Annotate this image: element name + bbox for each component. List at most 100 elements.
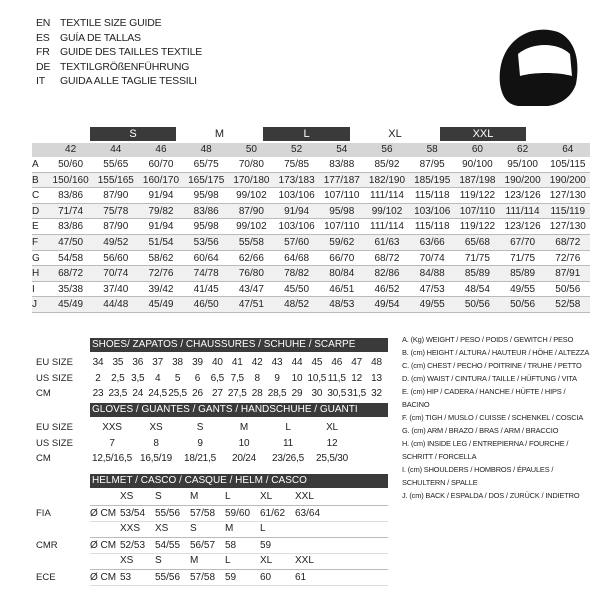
- table-cell: 7,5: [230, 372, 245, 384]
- header-line: DE TEXTILGRÖßENFÜHRUNG: [36, 60, 189, 74]
- table-cell: 67/70: [510, 237, 536, 248]
- table-cell: 47/50: [58, 237, 84, 248]
- table-cell: 103/106: [414, 205, 451, 217]
- table-cell: 68/72: [374, 252, 400, 264]
- table-cell: 49/55: [419, 299, 445, 311]
- row-band: [32, 266, 590, 282]
- table-cell: 39: [192, 357, 203, 368]
- size: XL: [260, 555, 273, 566]
- table-cell: 170/180: [233, 174, 270, 186]
- table-cell: 111/114: [370, 190, 404, 202]
- table-cell: 27,5: [227, 388, 247, 399]
- lang-text: GUÍA DE TALLAS: [60, 31, 141, 44]
- table-cell: XL: [326, 422, 338, 433]
- table-cell: 27: [211, 388, 223, 399]
- table-cell: 45: [311, 357, 323, 368]
- table-cell: 83/86: [58, 221, 84, 233]
- row-label: G: [32, 252, 40, 264]
- table-cell: 87/91: [555, 268, 581, 280]
- table-cell: 61/62: [260, 508, 286, 519]
- row-label: F: [32, 237, 39, 248]
- table-cell: 16,5/19: [140, 453, 172, 464]
- table-cell: 55/56: [155, 508, 181, 519]
- table-cell: 34: [92, 357, 104, 368]
- table-cell: 47/53: [419, 283, 445, 295]
- table-cell: 6,5: [210, 372, 225, 384]
- table-cell: 70/74: [419, 252, 445, 264]
- table-cell: 107/110: [324, 190, 360, 202]
- table-cell: 55/65: [103, 159, 129, 170]
- table-cell: 49/55: [510, 283, 536, 295]
- row-line: [32, 234, 590, 235]
- legend-item: H. (cm) INSIDE LEG / ENTREPIERNA / FOURC…: [402, 439, 569, 461]
- table-cell: 3,5: [131, 372, 145, 384]
- row-line: [32, 265, 590, 267]
- table-cell: 105/115: [550, 159, 586, 170]
- table-cell: 12,5/16,5: [92, 453, 132, 464]
- table-cell: 48/53: [329, 299, 355, 311]
- table-cell: XXS: [102, 422, 122, 433]
- column-header: 42: [65, 144, 77, 155]
- table-cell: 52/58: [555, 299, 581, 311]
- table-cell: 50/56: [555, 283, 581, 295]
- table-cell: 83/88: [329, 159, 355, 170]
- table-cell: 46/50: [193, 299, 219, 311]
- table-cell: 85/89: [464, 268, 490, 280]
- table-cell: 8: [153, 437, 159, 449]
- lang-code: DE: [36, 60, 51, 73]
- table-cell: 75/78: [103, 205, 129, 217]
- table-cell: 23: [92, 388, 104, 399]
- column-header: 56: [381, 144, 393, 155]
- row-line: [32, 296, 590, 298]
- column-band: [32, 143, 590, 157]
- table-cell: 38: [172, 357, 183, 368]
- unit: Ø CM: [90, 572, 117, 583]
- size-group: XXL: [440, 127, 526, 141]
- table-cell: 46: [331, 357, 343, 368]
- size: XL: [260, 491, 273, 502]
- table-cell: 150/160: [52, 174, 89, 186]
- table-cell: 9: [274, 372, 280, 384]
- row-line: [32, 218, 590, 220]
- table-cell: 119/122: [459, 221, 496, 233]
- table-cell: 66/70: [329, 252, 355, 264]
- row-label: D: [32, 205, 40, 217]
- table-cell: 47: [351, 357, 362, 368]
- table-cell: L: [285, 422, 291, 433]
- size: L: [260, 523, 266, 534]
- table-cell: 95/98: [329, 205, 355, 217]
- row-line: [90, 553, 388, 554]
- size-group: L: [263, 127, 350, 141]
- table-cell: 76/80: [238, 268, 264, 280]
- table-cell: 99/102: [371, 205, 403, 217]
- size: XXS: [120, 523, 141, 534]
- table-cell: 24: [132, 388, 144, 399]
- table-cell: 35/38: [58, 283, 84, 295]
- table-cell: 99/102: [236, 190, 267, 202]
- table-cell: 111/114: [505, 205, 540, 217]
- table-cell: 56/60: [103, 252, 129, 264]
- table-cell: 39/42: [148, 283, 174, 295]
- table-cell: 41/45: [193, 283, 219, 295]
- table-cell: 48: [371, 357, 382, 368]
- table-cell: 28,5: [267, 388, 287, 399]
- size-group: M: [214, 128, 225, 140]
- table-cell: 190/200: [504, 174, 541, 186]
- table-cell: 165/175: [188, 174, 225, 186]
- row-label: A: [32, 159, 39, 170]
- size: XS: [120, 491, 134, 502]
- column-header: 44: [110, 144, 122, 155]
- row-label: US SIZE: [36, 437, 73, 449]
- header-line: FR GUIDE DES TAILLES TEXTILE: [36, 45, 202, 59]
- table-cell: 20/24: [231, 453, 257, 464]
- table-cell: 64/68: [284, 252, 310, 264]
- column-header: 62: [517, 144, 529, 155]
- table-cell: 12: [351, 372, 362, 384]
- row-line: [90, 537, 388, 538]
- table-cell: 107/110: [459, 205, 496, 217]
- table-cell: 60/70: [148, 159, 174, 170]
- lang-text: GUIDE DES TAILLES TEXTILE: [60, 46, 203, 58]
- row-line: [32, 280, 590, 282]
- row-label: E: [32, 221, 39, 233]
- row-label: CM: [36, 388, 51, 399]
